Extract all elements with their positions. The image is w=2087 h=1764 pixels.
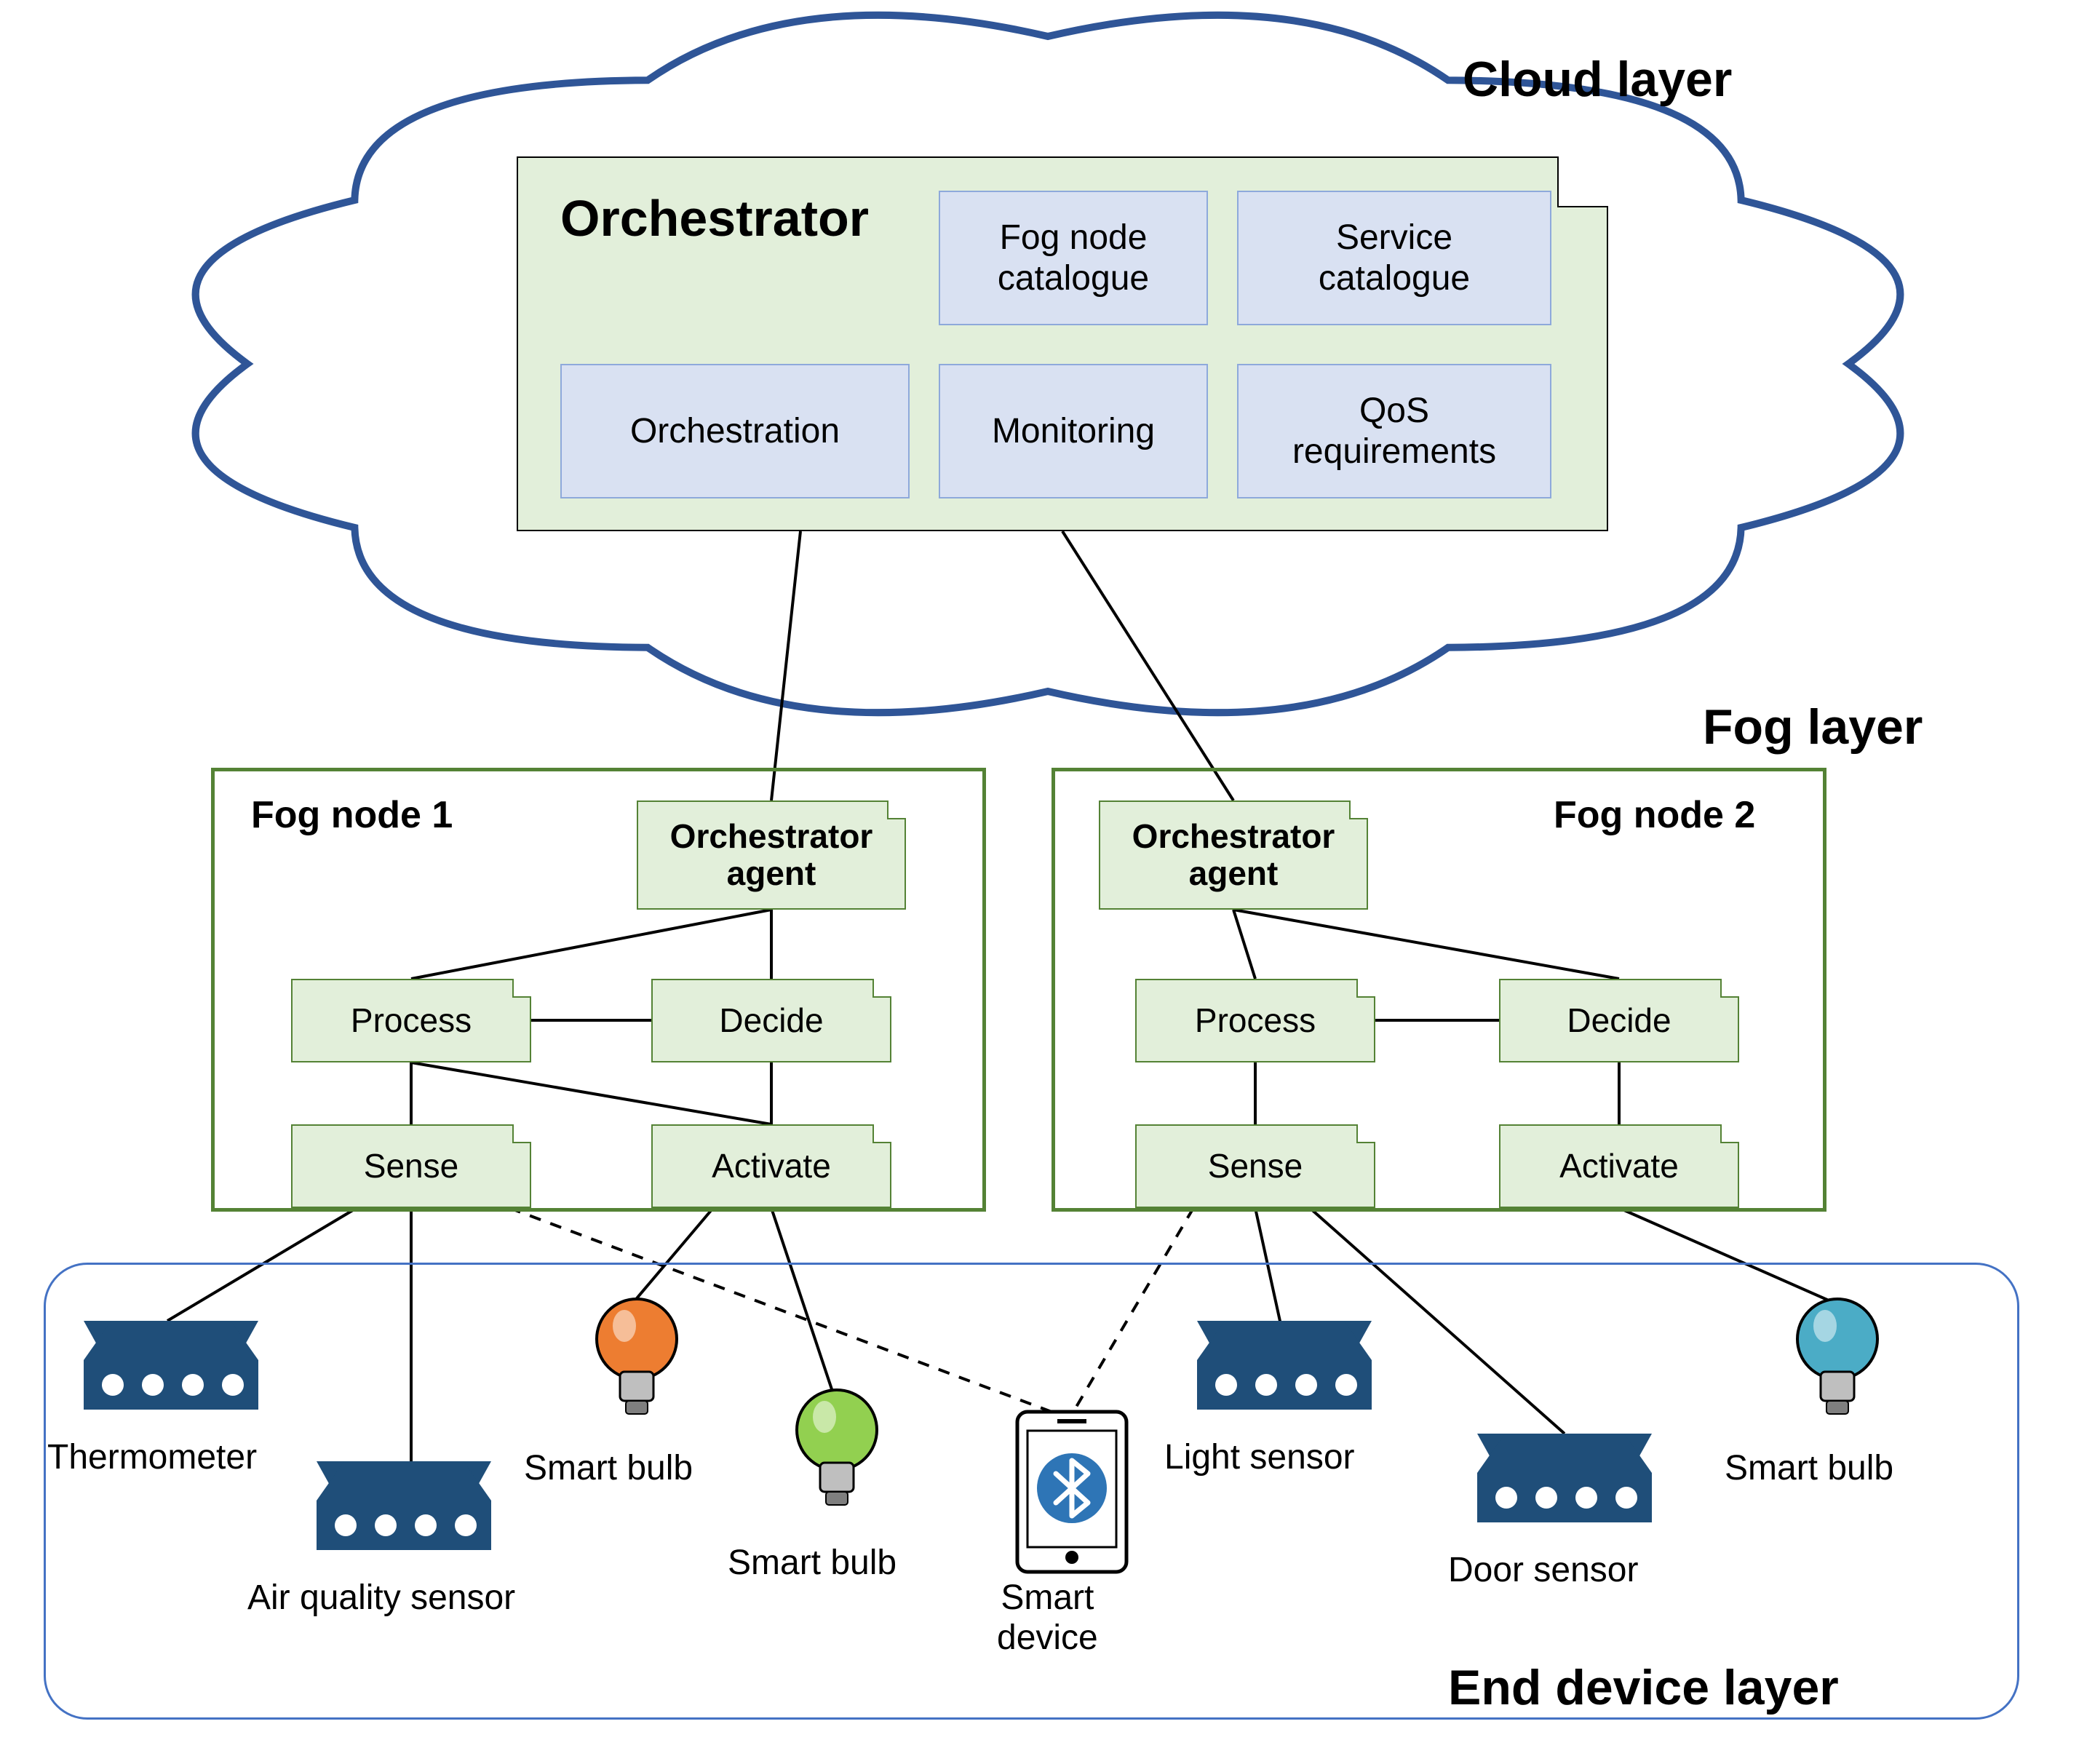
module-label: Fog nodecatalogue [998,218,1149,298]
smart-device-label: Smartdevice [997,1578,1098,1658]
service-catalogue-module: Servicecatalogue [1237,191,1551,325]
module-label: Activate [1559,1148,1679,1185]
air-quality-label: Air quality sensor [247,1578,515,1618]
fog-node-2-label: Fog node 2 [1554,793,1755,837]
monitoring-module: Monitoring [939,364,1208,498]
diagram-canvas: Cloud layer Fog layer End device layer O… [0,0,2087,1764]
fog2-activate: Activate [1499,1124,1739,1208]
door-sensor-label: Door sensor [1448,1550,1638,1590]
smart-bulb-1-label: Smart bulb [524,1448,693,1488]
module-label: Servicecatalogue [1319,218,1470,298]
fog2-decide: Decide [1499,979,1739,1062]
fog-node-1-label: Fog node 1 [251,793,453,837]
fog1-process: Process [291,979,531,1062]
fog1-sense: Sense [291,1124,531,1208]
fog2-orchestrator-agent: Orchestratoragent [1099,800,1368,910]
module-label: Orchestratoragent [1132,818,1335,891]
module-label: Sense [1208,1148,1303,1185]
qos-requirements-module: QoSrequirements [1237,364,1551,498]
module-label: Decide [719,1002,823,1039]
module-label: Orchestratoragent [670,818,873,891]
module-label: Monitoring [992,411,1155,451]
cloud-layer-label: Cloud layer [1463,51,1732,108]
module-label: QoSrequirements [1292,391,1496,471]
fog1-decide: Decide [651,979,891,1062]
light-sensor-label: Light sensor [1164,1437,1355,1477]
module-label: Sense [364,1148,458,1185]
fog-node-catalogue-module: Fog nodecatalogue [939,191,1208,325]
module-label: Process [351,1002,472,1039]
thermometer-label: Thermometer [47,1437,257,1477]
fog1-orchestrator-agent: Orchestratoragent [637,800,906,910]
fog1-activate: Activate [651,1124,891,1208]
module-label: Decide [1567,1002,1671,1039]
smart-bulb-3-label: Smart bulb [1725,1448,1893,1488]
smart-bulb-2-label: Smart bulb [728,1543,897,1583]
fog-layer-label: Fog layer [1703,699,1923,755]
module-label: Process [1195,1002,1316,1039]
orchestrator-title: Orchestrator [560,189,869,247]
orchestration-module: Orchestration [560,364,910,498]
notch-icon [1557,156,1608,207]
module-label: Activate [712,1148,831,1185]
module-label: Orchestration [630,411,840,451]
fog2-process: Process [1135,979,1375,1062]
fog2-sense: Sense [1135,1124,1375,1208]
